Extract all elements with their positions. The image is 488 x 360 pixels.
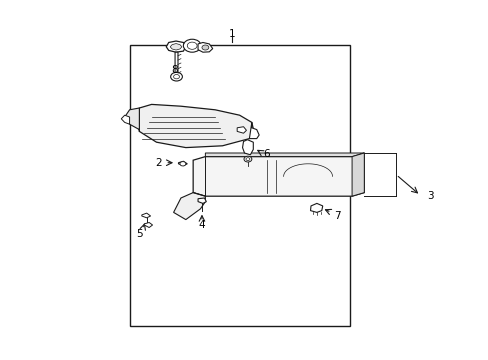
Polygon shape xyxy=(310,203,322,212)
Text: 3: 3 xyxy=(426,191,433,201)
Polygon shape xyxy=(170,44,182,50)
Circle shape xyxy=(202,45,208,50)
Circle shape xyxy=(170,72,182,81)
Polygon shape xyxy=(178,161,187,166)
Polygon shape xyxy=(198,42,212,52)
Text: 7: 7 xyxy=(333,211,340,221)
Circle shape xyxy=(173,75,179,79)
Circle shape xyxy=(180,162,185,166)
Polygon shape xyxy=(193,153,364,196)
Polygon shape xyxy=(121,115,129,124)
Polygon shape xyxy=(175,52,178,77)
Polygon shape xyxy=(142,213,150,218)
Polygon shape xyxy=(198,198,206,203)
Polygon shape xyxy=(249,122,259,139)
Text: 8: 8 xyxy=(171,65,178,75)
Polygon shape xyxy=(237,127,246,133)
Polygon shape xyxy=(351,153,364,196)
Bar xyxy=(129,45,349,326)
Circle shape xyxy=(187,42,197,49)
Circle shape xyxy=(244,156,251,162)
Polygon shape xyxy=(139,104,254,148)
Text: 2: 2 xyxy=(155,158,162,168)
Polygon shape xyxy=(173,193,205,220)
Text: 1: 1 xyxy=(228,29,235,39)
Polygon shape xyxy=(124,108,139,131)
Polygon shape xyxy=(205,153,364,157)
Polygon shape xyxy=(144,222,152,228)
Circle shape xyxy=(183,39,201,52)
Polygon shape xyxy=(242,140,253,155)
Text: 6: 6 xyxy=(263,149,269,159)
Circle shape xyxy=(245,158,249,161)
Text: 4: 4 xyxy=(198,220,205,230)
Text: 5: 5 xyxy=(136,229,142,239)
Polygon shape xyxy=(166,41,185,52)
